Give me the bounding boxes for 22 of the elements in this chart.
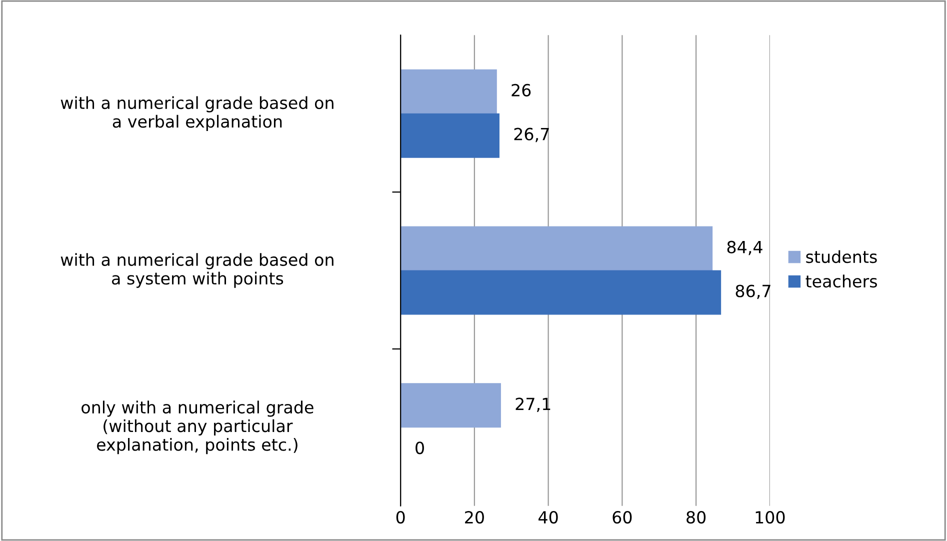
y-tick-label: only with a numerical grade (without any particular explanation, points etc.) xyxy=(82,400,314,454)
bar xyxy=(400,69,497,114)
legend-label: teachers xyxy=(806,274,877,288)
x-tick-label: 100 xyxy=(756,510,785,524)
data-label: 86,7 xyxy=(736,284,770,299)
x-tick-label: 60 xyxy=(612,510,632,524)
bar xyxy=(400,383,501,428)
bar xyxy=(400,270,722,315)
x-tick-label: 80 xyxy=(686,510,706,524)
bar xyxy=(400,226,713,271)
data-label: 26 xyxy=(512,84,531,96)
legend-label: students xyxy=(806,250,877,264)
x-tick-label: 20 xyxy=(465,510,484,524)
y-tick-label: with a numerical grade based on a verbal explanation xyxy=(60,96,334,132)
data-label: 26,7 xyxy=(514,128,549,142)
data-label: 0 xyxy=(416,442,424,454)
x-tick-label: 0 xyxy=(396,510,405,524)
bar xyxy=(400,113,500,158)
x-tick-label: 40 xyxy=(538,510,558,524)
y-tick-label: with a numerical grade based on a system with points xyxy=(60,253,334,288)
data-label: 27,1 xyxy=(516,398,550,412)
data-label: 84,4 xyxy=(727,240,762,256)
